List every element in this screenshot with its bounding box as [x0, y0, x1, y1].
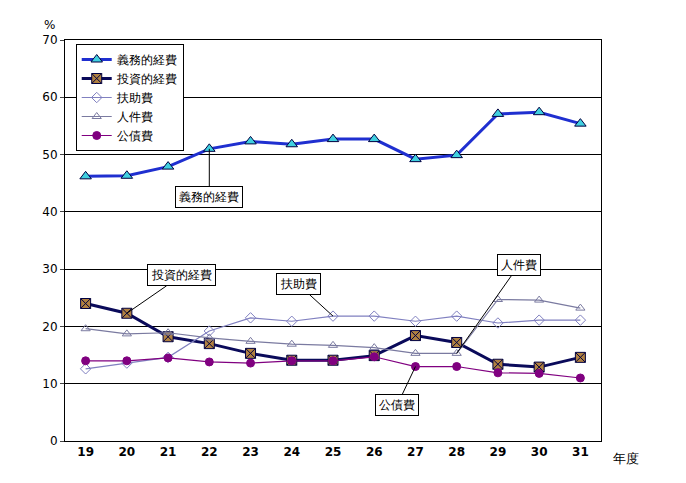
svg-text:20: 20	[42, 320, 57, 334]
svg-text:24: 24	[283, 445, 300, 459]
svg-text:%: %	[44, 18, 55, 32]
svg-text:扶助費: 扶助費	[280, 277, 317, 291]
svg-text:義務的経費: 義務的経費	[179, 190, 239, 204]
svg-text:義務的経費: 義務的経費	[117, 53, 177, 67]
svg-text:26: 26	[366, 445, 383, 459]
svg-text:20: 20	[118, 445, 135, 459]
svg-text:21: 21	[160, 445, 177, 459]
svg-text:投資的経費: 投資的経費	[151, 268, 212, 282]
svg-text:25: 25	[325, 445, 342, 459]
svg-text:27: 27	[407, 445, 424, 459]
svg-text:60: 60	[42, 90, 57, 104]
svg-text:23: 23	[242, 445, 259, 459]
svg-text:人件費: 人件費	[501, 258, 537, 272]
svg-text:10: 10	[42, 377, 57, 391]
svg-text:50: 50	[42, 148, 57, 162]
svg-text:扶助費: 扶助費	[116, 91, 153, 105]
svg-text:0: 0	[50, 434, 58, 448]
svg-text:29: 29	[490, 445, 507, 459]
svg-text:年度: 年度	[613, 451, 639, 466]
svg-text:28: 28	[448, 445, 465, 459]
svg-text:公債費: 公債費	[117, 129, 153, 143]
svg-text:30: 30	[42, 262, 57, 276]
svg-text:19: 19	[77, 445, 94, 459]
svg-text:31: 31	[572, 445, 589, 459]
svg-text:人件費: 人件費	[117, 110, 153, 124]
svg-text:30: 30	[531, 445, 548, 459]
svg-text:22: 22	[201, 445, 218, 459]
svg-text:70: 70	[42, 33, 57, 47]
svg-text:投資的経費: 投資的経費	[116, 72, 177, 86]
svg-text:40: 40	[42, 205, 57, 219]
svg-text:公債費: 公債費	[379, 398, 415, 412]
